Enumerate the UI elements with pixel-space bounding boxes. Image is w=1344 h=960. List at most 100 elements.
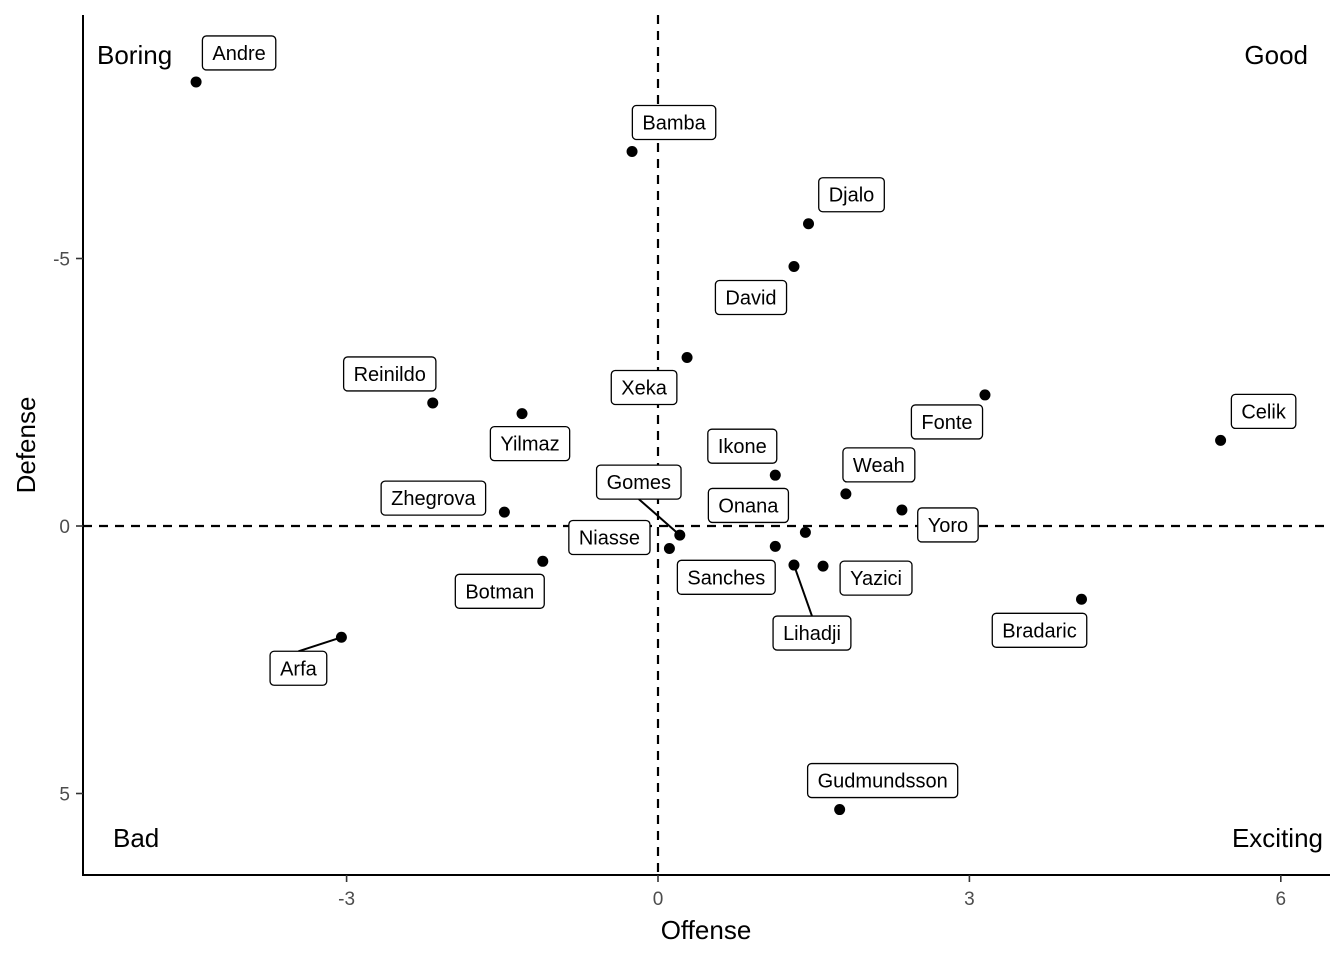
point-label-box: [1230, 393, 1297, 430]
point-label: Botman: [454, 573, 545, 609]
point-label-box: [707, 428, 778, 464]
point-label-box: [818, 177, 885, 213]
x-tick-label: 0: [653, 889, 664, 910]
point-label: Djalo: [818, 177, 885, 213]
y-tick-label: -5: [53, 250, 70, 271]
data-point: [769, 469, 781, 481]
point-label: Fonte: [910, 404, 984, 440]
point-label-box: [806, 762, 959, 799]
point-label-text: Gomes: [607, 472, 671, 494]
axis-ticks: -3 0 3 6 -5 0 5: [53, 250, 1286, 911]
point-label-box: [842, 447, 916, 483]
point-label-box: [714, 279, 788, 316]
point-label: Yilmaz: [489, 425, 571, 462]
point-label-box: [631, 104, 717, 141]
point-label-box: [772, 615, 852, 651]
quadrant-label-top-right: Good: [1244, 40, 1308, 70]
point-label-text: Niasse: [579, 527, 640, 549]
point-label: Zhegrova: [380, 480, 487, 516]
y-tick-label: 5: [59, 785, 70, 806]
point-label: Gudmundsson: [806, 762, 959, 799]
point-label-text: Andre: [212, 43, 265, 65]
quadrant-label-top-left: Boring: [97, 40, 172, 70]
data-point: [840, 488, 852, 500]
data-point: [896, 504, 908, 516]
data-point: [681, 351, 693, 363]
point-label-text: Onana: [718, 495, 779, 517]
point-label: Sanches: [676, 559, 776, 595]
point-label: Onana: [707, 487, 790, 524]
point-label-text: Yazici: [850, 568, 902, 590]
point-label: Celik: [1230, 393, 1297, 430]
data-point: [626, 146, 638, 157]
data-point: [979, 389, 991, 401]
point-label-box: [610, 369, 678, 406]
point-label-text: Lihadji: [783, 623, 841, 645]
point-label-box: [991, 612, 1088, 648]
data-point: [769, 540, 781, 552]
data-point: [427, 397, 439, 409]
point-label-box: [595, 464, 682, 500]
point-label-text: David: [725, 288, 776, 310]
point-label-text: Yilmaz: [500, 434, 559, 456]
data-point: [799, 526, 811, 538]
data-point: [1215, 434, 1227, 446]
point-label: Niasse: [568, 519, 651, 556]
point-label-text: Arfa: [280, 658, 318, 680]
data-point: [834, 804, 846, 816]
x-tick-label: 6: [1276, 889, 1287, 910]
point-label-text: Gudmundsson: [818, 771, 948, 793]
reference-lines: [83, 15, 1330, 875]
point-label-box: [380, 480, 487, 516]
y-tick-label: 0: [59, 517, 70, 538]
quadrant-label-bottom-right: Exciting: [1232, 823, 1323, 853]
point-labels: Andre Bamba Djalo David Reinildo Yilmaz Xeka Fo…: [201, 35, 1297, 799]
data-point: [788, 559, 800, 571]
point-label-box: [917, 507, 979, 543]
data-point: [1076, 593, 1088, 605]
axes: [82, 15, 1330, 876]
point-label: Lihadji: [772, 615, 852, 651]
point-label-text: Xeka: [621, 377, 667, 399]
point-label-text: Botman: [465, 581, 534, 603]
point-label-text: Bamba: [642, 113, 706, 135]
point-label: Arfa: [269, 650, 328, 686]
point-label-text: Djalo: [829, 185, 875, 207]
point-label-text: Sanches: [687, 567, 765, 589]
point-label-box: [676, 559, 776, 595]
data-point: [190, 76, 202, 88]
point-label-text: Bradaric: [1002, 620, 1076, 642]
point-label: Reinildo: [342, 356, 437, 392]
data-point: [516, 408, 528, 420]
data-point: [498, 506, 510, 518]
data-point: [817, 560, 829, 572]
point-label-box: [489, 425, 571, 462]
data-point: [663, 542, 675, 554]
point-label-text: Ikone: [718, 436, 767, 458]
data-point: [674, 529, 686, 541]
point-label-box: [568, 519, 651, 556]
point-label-text: Yoro: [928, 515, 968, 537]
data-point: [803, 218, 815, 230]
point-label: Andre: [201, 35, 277, 71]
point-label-text: Zhegrova: [391, 488, 476, 510]
x-axis-title: Offense: [661, 915, 752, 945]
label-leader-line: [298, 636, 342, 653]
label-leader-line: [793, 564, 813, 617]
point-label-text: Reinildo: [354, 364, 426, 386]
data-point: [788, 261, 800, 273]
point-label: Yoro: [917, 507, 979, 543]
point-label: Yazici: [839, 560, 913, 596]
point-label: Bradaric: [991, 612, 1088, 648]
data-point: [537, 555, 549, 567]
point-label-box: [910, 404, 984, 440]
point-label-text: Celik: [1241, 401, 1286, 423]
point-label: Gomes: [595, 464, 682, 500]
point-label-box: [342, 356, 437, 392]
data-points: [190, 76, 1227, 816]
x-tick-label: -3: [338, 889, 355, 910]
point-label: Bamba: [631, 104, 717, 141]
y-axis-title: Defense: [11, 397, 41, 494]
point-label: Xeka: [610, 369, 678, 406]
